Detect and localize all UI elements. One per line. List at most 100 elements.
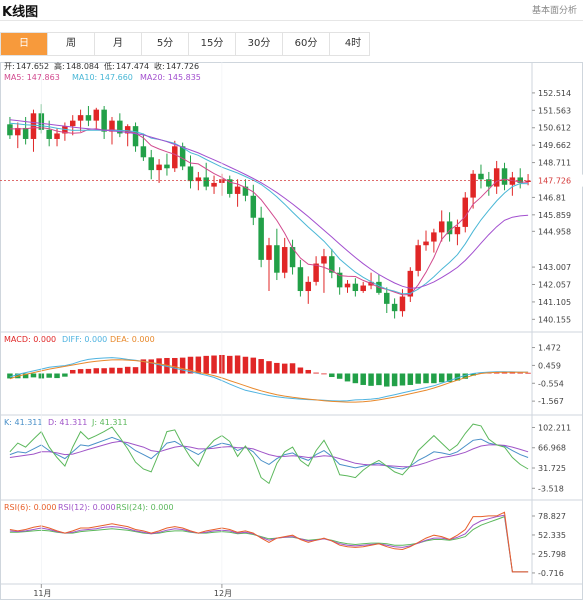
candle-body [470,173,476,198]
y-tick-label: -1.567 [538,397,564,406]
diff-line [9,357,529,402]
ohlc-low-value: 147.474 [116,62,149,71]
macd-bar [54,373,60,379]
candle-body [329,256,335,273]
macd-bar [368,373,374,386]
y-tick-label: 52.335 [538,531,566,540]
k-legend: K: 41.311 [4,418,42,427]
ma10-legend: MA10: 147.660 [72,73,133,82]
candle-body [454,226,461,235]
ma5-legend: MA5: 147.863 [4,73,60,82]
macd-bar [305,369,312,374]
y-tick-label: 140.155 [538,315,571,324]
y-tick-label: 151.563 [538,106,571,115]
tab-7[interactable]: 4时 [344,38,362,49]
macd-bar [313,372,319,374]
macd-bar [344,373,351,382]
macd-bar [187,356,194,374]
y-tick-label: 146.81 [538,193,566,202]
period-tabs: 日周月 5分 15分 30分 60分 4时 [0,32,370,56]
macd-bar [423,373,429,384]
macd-bar [124,366,131,374]
macd-bar [101,368,107,374]
candle-body [462,197,469,227]
tab-4[interactable]: 15分 [189,33,236,55]
candle-body [431,232,437,242]
last-price-label: 147.726 [538,177,571,186]
tab-2[interactable]: 月 [95,33,142,55]
last-price-bg [533,174,583,187]
title-bar: K线图 基本面分析 [0,0,583,21]
ma10-line [9,122,529,295]
candle-body [360,285,366,292]
tab-0[interactable]: 日 [1,33,48,55]
macd-bar [242,356,249,374]
y-tick-label: -0.716 [538,569,564,578]
ohlc-high-value: 148.084 [66,62,99,71]
candle-body [179,146,186,167]
candle-body [22,127,29,139]
candle-body [423,241,429,246]
y-tick-label: 148.711 [538,159,571,168]
macd-bar [384,373,390,387]
macd-bar [415,373,421,384]
y-tick-label: 25.798 [538,550,566,559]
macd-bar [164,357,170,374]
candle-body [156,164,162,171]
macd-bar [266,361,272,374]
k-line [9,436,529,470]
candle-body [274,245,280,273]
macd-bar [297,367,304,374]
ohlc-high-label: 高: [54,62,65,71]
macd-bar [321,373,327,375]
macd-bar [179,357,186,374]
fundamental-analysis-link[interactable]: 基本面分析 [531,6,577,16]
ma20-line [9,119,529,289]
rsi6-legend: RSI(6): 0.000 [4,503,56,512]
rsi6-line [9,511,529,573]
candle-body [46,129,52,139]
candle-body [234,186,241,194]
macd-bar [336,373,343,379]
candle-body [30,113,37,139]
macd-bar [117,367,123,374]
candle-body [501,168,508,185]
tab-1[interactable]: 周 [48,33,95,55]
candle-body [7,124,13,136]
ohlc-open-value: 147.652 [16,62,49,71]
y-tick-label: 152.514 [538,89,571,98]
macd-bar [258,359,264,374]
ma5-line [9,127,529,296]
tab-3[interactable]: 5分 [142,33,189,55]
y-tick-label: 66.968 [538,444,566,453]
y-tick-label: 145.859 [538,211,571,220]
candle-body [132,126,139,147]
candle-body [478,173,484,180]
candle-body [172,146,178,169]
candle-body [211,182,217,187]
tab-6[interactable]: 60分 [283,33,330,55]
tab-5[interactable]: 30分 [236,33,283,55]
candle-body [242,186,249,196]
rsi24-line [9,515,529,573]
macd-bar [462,373,469,379]
macd-bar [109,367,115,374]
macd-bar [274,362,280,374]
candle-body [384,292,390,304]
macd-bar [391,373,398,387]
macd-bar [77,369,84,374]
macd-bar [211,355,217,374]
candle-body [336,272,343,288]
candle-body [54,133,60,139]
x-tick-label: 12月 [214,589,232,598]
candle-body [77,115,84,121]
candle-body [493,168,500,187]
x-tick-label: 11月 [33,589,51,598]
macd-bar [148,359,154,374]
ohlc-close-value: 147.726 [166,62,199,71]
macd-bar [172,357,178,374]
candle-body [517,177,523,183]
macd-bar [85,368,92,374]
candle-body [352,283,359,292]
macd-bar [509,372,516,374]
